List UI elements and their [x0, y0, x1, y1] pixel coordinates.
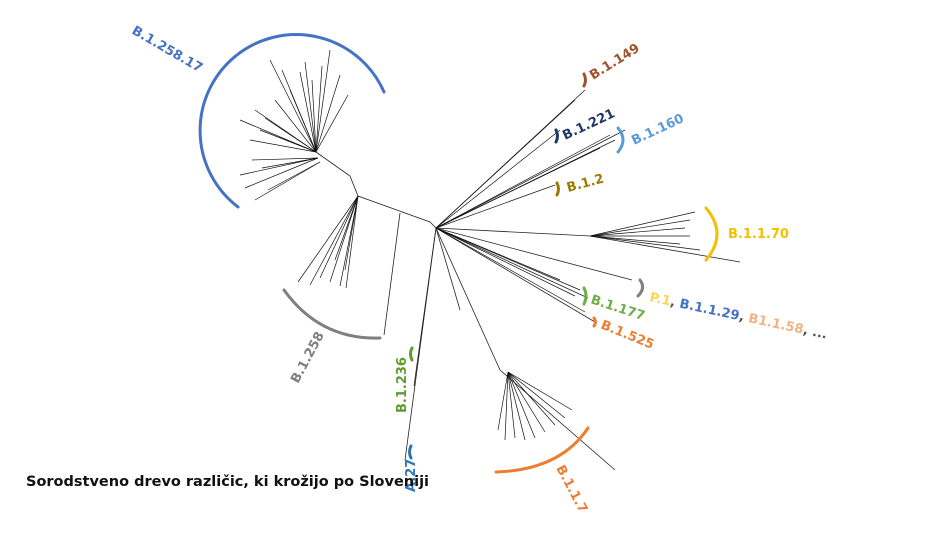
- label-b1-1-58: B1.1.58: [747, 311, 805, 337]
- bracket-a-27: [408, 444, 413, 460]
- bracket-b-1-236: [409, 346, 414, 362]
- label-b-1-160: B.1.160: [629, 111, 686, 148]
- clade-brackets: [198, 33, 719, 474]
- bracket-b-1-221: [554, 128, 559, 144]
- label-b-1-149: B.1.149: [587, 41, 642, 83]
- bracket-b-1-1-7: [494, 426, 590, 474]
- bracket-b-1-258: [282, 288, 382, 340]
- label-b-1-258-17: B.1.258.17: [129, 23, 205, 75]
- bracket-p-1-group: [636, 278, 645, 298]
- label-b-1-525: B.1.525: [599, 318, 657, 353]
- label-p-1-group: P.1, B.1.1.29, B1.1.58, ...: [648, 290, 828, 342]
- tree-backbone: [315, 89, 741, 471]
- bracket-b-1-160: [616, 126, 625, 154]
- figure-caption: Sorodstveno drevo različic, ki krožijo p…: [26, 474, 430, 490]
- label-more: ...: [811, 325, 829, 343]
- label-a-27: A.27: [404, 459, 419, 492]
- label-p-1: P.1: [648, 290, 672, 309]
- label-b-1-1-7: B.1.1.7: [552, 463, 590, 516]
- label-b-1-1-29: B.1.1.29: [678, 297, 741, 324]
- label-b-1-2: B.1.2: [565, 172, 605, 196]
- bracket-b-1-177: [582, 286, 588, 306]
- bracket-b-1-2: [555, 181, 560, 197]
- label-b-1-1-70: B.1.1.70: [728, 227, 789, 242]
- bracket-b-1-258-17: [198, 33, 386, 209]
- bracket-b-1-525: [592, 316, 597, 328]
- clade-labels: B.1.258.17 B.1.258 B.1.236 A.27 B.1.149 …: [129, 23, 829, 515]
- bracket-b-1-1-70: [704, 206, 719, 262]
- clade-fans: [239, 49, 701, 441]
- bracket-b-1-149: [582, 72, 587, 88]
- label-b-1-258: B.1.258: [288, 329, 328, 385]
- label-b-1-236: B.1.236: [395, 357, 410, 413]
